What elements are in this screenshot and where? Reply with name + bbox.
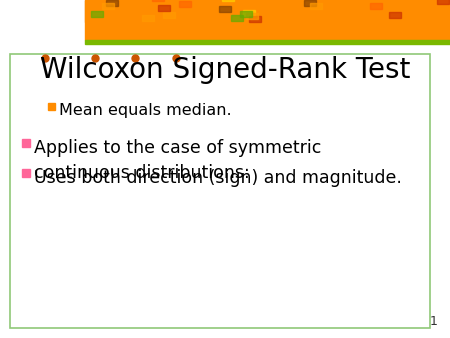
Bar (85, 0, 450, 40)
Bar (162, 12, 175, 18)
Text: Applies to the case of symmetric
continuous distributions:: Applies to the case of symmetric continu… (34, 139, 321, 182)
Bar (222, 0, 234, 1)
Bar (246, 13, 258, 19)
Bar (142, 15, 154, 21)
Bar (243, 9, 255, 16)
Bar (249, 16, 261, 22)
Bar (389, 12, 401, 18)
Bar (369, 3, 382, 9)
Bar (180, 1, 191, 7)
Text: Mean equals median.: Mean equals median. (59, 102, 232, 118)
Bar (22, 169, 30, 177)
Bar (85, 40, 450, 44)
Bar (102, 3, 114, 9)
Bar (304, 0, 316, 6)
Bar (91, 11, 103, 17)
Text: Wilcoxon Signed-Rank Test: Wilcoxon Signed-Rank Test (40, 56, 410, 84)
Bar (437, 0, 450, 4)
Bar (85, 0, 450, 22)
Bar (106, 0, 117, 6)
Bar (10, 54, 430, 328)
Text: Uses both direction (sign) and magnitude.: Uses both direction (sign) and magnitude… (34, 169, 402, 187)
Bar (219, 6, 231, 12)
Bar (22, 139, 30, 147)
Bar (240, 11, 252, 18)
Text: 1: 1 (430, 315, 438, 328)
Bar (231, 15, 243, 21)
Bar (158, 5, 170, 11)
Bar (153, 0, 164, 1)
Bar (310, 3, 322, 8)
Bar (48, 102, 55, 110)
